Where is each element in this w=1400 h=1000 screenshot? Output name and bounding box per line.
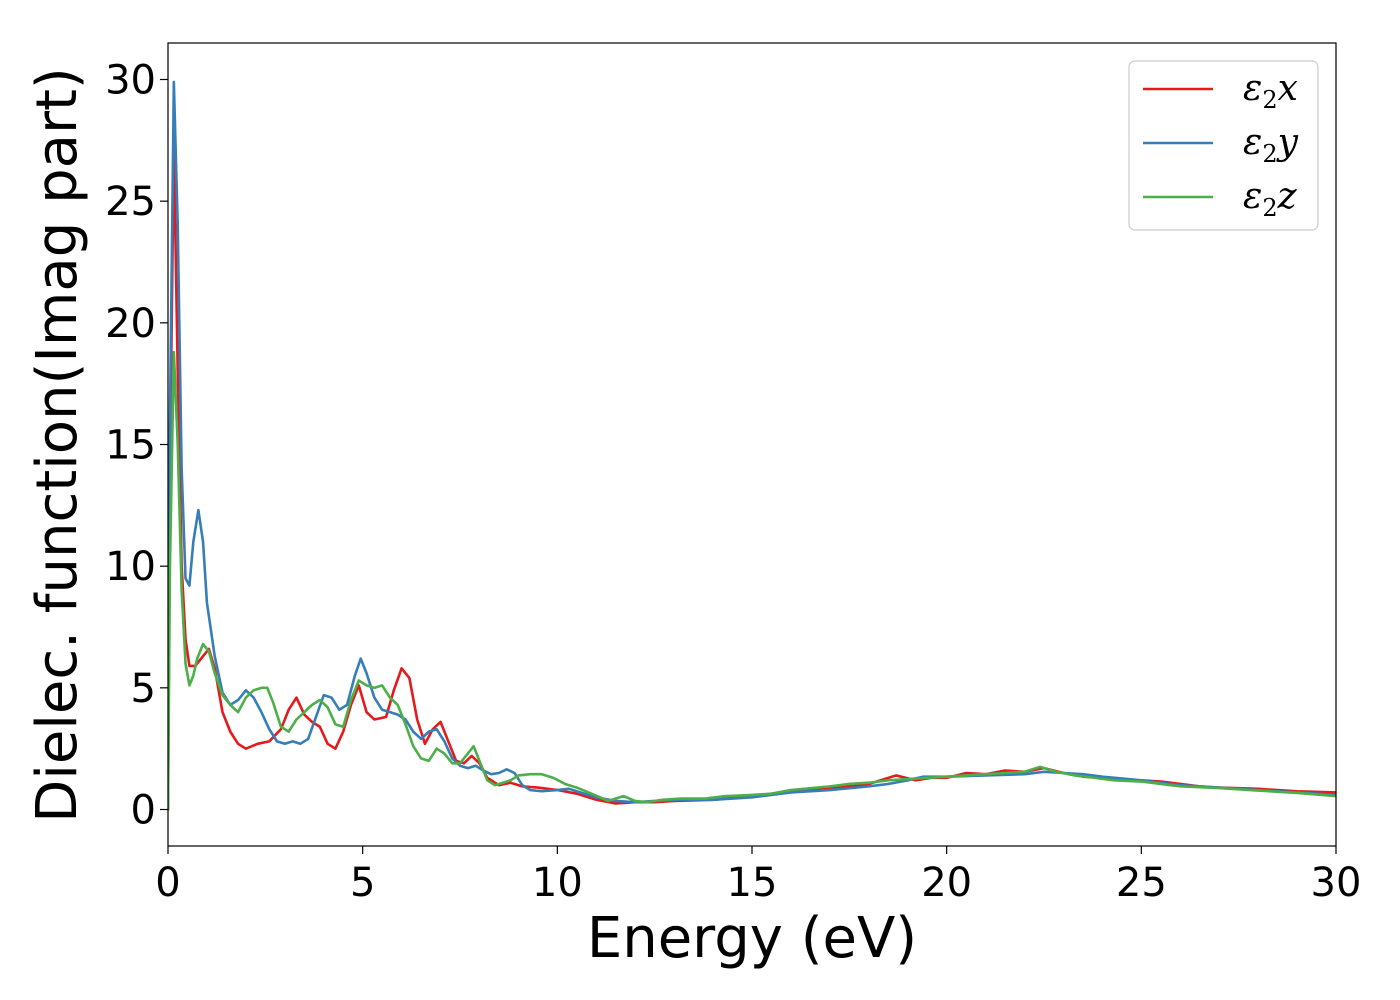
legend-label-variable: z (1277, 176, 1298, 217)
series-layer (168, 80, 1336, 811)
x-tick-label: 10 (532, 860, 583, 906)
y-axis: 0 5 10 15 20 25 30 (105, 58, 168, 834)
legend-label-variable: y (1276, 122, 1299, 163)
legend-label-subscript: 2 (1262, 86, 1277, 114)
legend-label-variable: x (1278, 68, 1298, 109)
y-tick-label: 10 (105, 544, 156, 590)
y-axis-title: Dielec. function(Imag part) (25, 67, 90, 823)
legend-label-base: ε (1243, 68, 1262, 109)
legend-label-x: ε2x (1243, 68, 1298, 114)
y-tick-label: 5 (131, 666, 156, 712)
legend-label-base: ε (1243, 122, 1262, 163)
legend-box (1128, 60, 1319, 231)
x-tick-label: 15 (727, 860, 778, 906)
y-tick-label: 30 (105, 58, 156, 104)
legend-label-subscript: 2 (1262, 194, 1277, 222)
y-tick-label: 20 (105, 301, 156, 347)
y-tick-label: 25 (105, 179, 156, 225)
legend-label-subscript: 2 (1262, 140, 1277, 168)
x-tick-label: 0 (155, 860, 180, 906)
x-tick-label: 30 (1311, 860, 1362, 906)
series-line-z (168, 350, 1336, 811)
legend-label-z: ε2z (1243, 176, 1298, 222)
x-tick-label: 25 (1116, 860, 1167, 906)
y-tick-label: 0 (131, 788, 156, 834)
legend-label-y: ε2y (1243, 122, 1299, 168)
x-axis-title: Energy (eV) (587, 906, 917, 971)
x-tick-label: 20 (921, 860, 972, 906)
y-tick-label: 15 (105, 423, 156, 469)
legend-label-base: ε (1243, 176, 1262, 217)
x-tick-label: 5 (350, 860, 375, 906)
x-axis: 0 5 10 15 20 25 30 (155, 846, 1361, 906)
